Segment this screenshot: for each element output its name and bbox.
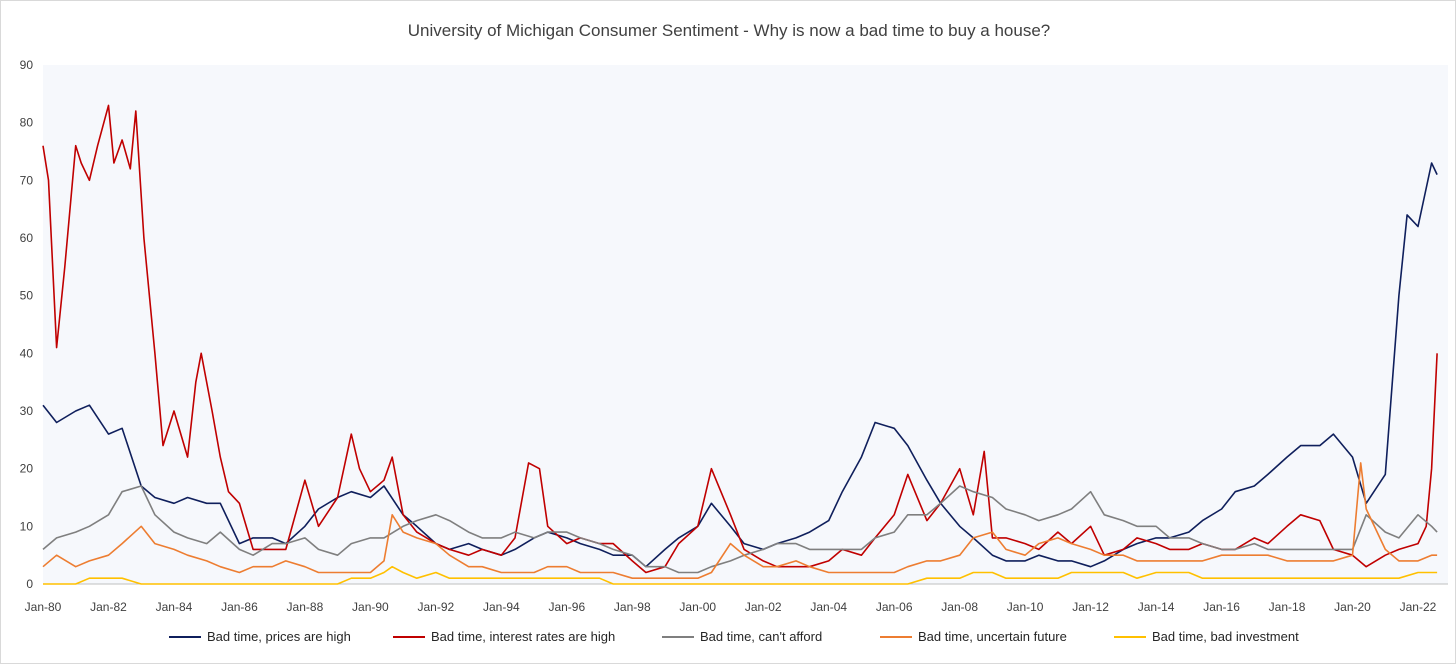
y-tick-label: 20 xyxy=(20,462,34,476)
y-tick-label: 50 xyxy=(20,289,34,303)
series-line-2 xyxy=(42,104,1438,574)
x-tick-label: Jan-08 xyxy=(941,600,978,614)
x-tick-label: Jan-20 xyxy=(1334,600,1371,614)
x-tick-label: Jan-22 xyxy=(1400,600,1437,614)
x-tick-label: Jan-12 xyxy=(1072,600,1109,614)
series-line-1 xyxy=(42,162,1438,568)
y-tick-label: 60 xyxy=(20,231,34,245)
y-tick-label: 90 xyxy=(20,58,34,72)
y-axis-ticks: 0 10 20 30 40 50 60 70 80 90 xyxy=(20,58,34,591)
legend: Bad time, prices are high Bad time, inter… xyxy=(169,629,1299,644)
legend-label-1: Bad time, prices are high xyxy=(207,629,351,644)
y-tick-label: 40 xyxy=(20,346,34,360)
x-tick-label: Jan-92 xyxy=(418,600,455,614)
legend-label-2: Bad time, interest rates are high xyxy=(431,629,615,644)
y-tick-label: 70 xyxy=(20,173,34,187)
x-tick-label: Jan-84 xyxy=(156,600,193,614)
x-tick-label: Jan-80 xyxy=(25,600,62,614)
x-tick-label: Jan-16 xyxy=(1203,600,1240,614)
series-lines xyxy=(42,104,1438,585)
x-tick-label: Jan-86 xyxy=(221,600,258,614)
series-line-5 xyxy=(43,565,1438,585)
legend-label-5: Bad time, bad investment xyxy=(1152,629,1299,644)
x-tick-label: Jan-00 xyxy=(679,600,716,614)
y-tick-label: 80 xyxy=(20,116,34,130)
x-tick-label: Jan-06 xyxy=(876,600,913,614)
legend-label-3: Bad time, can't afford xyxy=(700,629,822,644)
x-axis-ticks: Jan-80 Jan-82 Jan-84 Jan-86 Jan-88 Jan-90 Jan-… xyxy=(25,600,1437,614)
x-tick-label: Jan-02 xyxy=(745,600,782,614)
x-tick-label: Jan-18 xyxy=(1269,600,1306,614)
plot-area xyxy=(43,65,1448,584)
x-tick-label: Jan-90 xyxy=(352,600,389,614)
x-tick-label: Jan-82 xyxy=(90,600,127,614)
x-tick-label: Jan-10 xyxy=(1007,600,1044,614)
x-tick-label: Jan-04 xyxy=(810,600,847,614)
x-tick-label: Jan-14 xyxy=(1138,600,1175,614)
chart-title: University of Michigan Consumer Sentimen… xyxy=(408,21,1051,40)
y-tick-label: 10 xyxy=(20,519,34,533)
x-tick-label: Jan-94 xyxy=(483,600,520,614)
x-tick-label: Jan-88 xyxy=(287,600,324,614)
x-tick-label: Jan-96 xyxy=(548,600,585,614)
y-tick-label: 0 xyxy=(26,577,33,591)
legend-label-4: Bad time, uncertain future xyxy=(918,629,1067,644)
x-tick-label: Jan-98 xyxy=(614,600,651,614)
y-tick-label: 30 xyxy=(20,404,34,418)
series-line-4 xyxy=(42,462,1438,579)
